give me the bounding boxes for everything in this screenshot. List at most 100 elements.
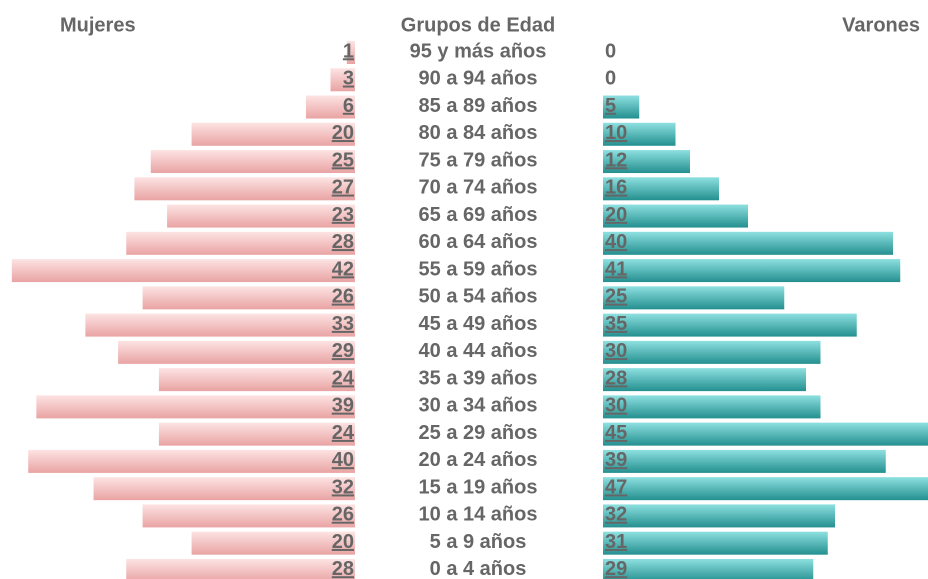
left-value: 39 — [332, 395, 354, 417]
bar-left — [330, 68, 355, 92]
left-value: 23 — [332, 204, 354, 226]
bar-left — [305, 95, 355, 119]
bar-right — [603, 477, 928, 501]
category-label: 65 a 69 años — [419, 204, 538, 226]
left-value: 20 — [332, 531, 354, 553]
bar-right — [603, 422, 928, 446]
bar-right — [603, 313, 857, 337]
category-label: 60 a 64 años — [419, 231, 538, 253]
category-label: 45 a 49 años — [419, 313, 538, 335]
center-header: Grupos de Edad — [401, 14, 555, 36]
bar-right — [603, 259, 901, 283]
bar-right — [603, 95, 640, 119]
right-value: 5 — [605, 95, 616, 117]
left-value: 32 — [332, 476, 354, 498]
bar-left — [191, 122, 355, 146]
bar-left — [134, 177, 355, 201]
left-value: 20 — [332, 122, 354, 144]
right-header: Varones — [842, 14, 920, 36]
left-value: 29 — [332, 340, 354, 362]
left-value: 3 — [343, 68, 354, 90]
bar-left — [150, 150, 355, 174]
category-label: 20 a 24 años — [419, 449, 538, 471]
left-value: 24 — [332, 422, 355, 444]
category-label: 55 a 59 años — [419, 258, 538, 280]
bar-left — [167, 204, 355, 228]
right-value: 25 — [605, 286, 627, 308]
bar-right — [603, 122, 676, 146]
right-value: 0 — [605, 40, 616, 62]
right-value: 12 — [605, 149, 627, 171]
right-value: 30 — [605, 395, 627, 417]
category-label: 0 a 4 años — [430, 558, 527, 579]
left-value: 33 — [332, 313, 354, 335]
bar-left — [158, 368, 355, 392]
right-value: 0 — [605, 68, 616, 90]
bar-right — [603, 558, 814, 579]
category-label: 50 a 54 años — [419, 286, 538, 308]
right-value: 10 — [605, 122, 627, 144]
category-label: 85 a 89 años — [419, 95, 538, 117]
bar-right — [603, 204, 748, 228]
category-label: 95 y más años — [410, 40, 547, 62]
category-label: 35 a 39 años — [419, 367, 538, 389]
bar-left — [142, 286, 355, 310]
bar-left — [346, 41, 355, 64]
left-value: 6 — [343, 95, 354, 117]
right-value: 29 — [605, 558, 627, 579]
category-label: 80 a 84 años — [419, 122, 538, 144]
bar-left — [85, 313, 355, 337]
bar-left — [126, 231, 356, 255]
left-value: 40 — [332, 449, 354, 471]
right-value: 45 — [605, 422, 627, 444]
left-value: 26 — [332, 286, 354, 308]
bar-right — [603, 368, 806, 392]
bar-right — [603, 504, 835, 528]
category-label: 30 a 34 años — [419, 395, 538, 417]
bar-right — [603, 449, 886, 473]
bar-right — [603, 286, 785, 310]
right-value: 32 — [605, 504, 627, 526]
right-value: 28 — [605, 367, 627, 389]
bar-left — [142, 504, 355, 528]
bar-left — [11, 259, 356, 283]
right-value: 20 — [605, 204, 627, 226]
right-value: 40 — [605, 231, 627, 253]
left-value: 28 — [332, 558, 354, 579]
right-value: 31 — [605, 531, 627, 553]
bar-right — [603, 531, 828, 555]
bar-left — [28, 449, 355, 473]
right-value: 41 — [605, 258, 627, 280]
category-label: 5 a 9 años — [430, 531, 527, 553]
right-value: 30 — [605, 340, 627, 362]
category-label: 10 a 14 años — [419, 504, 538, 526]
right-value: 39 — [605, 449, 627, 471]
bar-right — [603, 231, 893, 255]
bar-right — [603, 340, 821, 364]
bar-right — [603, 150, 690, 174]
bar-right — [603, 395, 821, 419]
category-label: 70 a 74 años — [419, 177, 538, 199]
bar-left — [158, 422, 355, 446]
category-label: 15 a 19 años — [419, 476, 538, 498]
category-label: 75 a 79 años — [419, 149, 538, 171]
bar-right — [603, 177, 719, 201]
bar-left — [118, 340, 355, 364]
bar-left — [126, 558, 356, 579]
right-value: 47 — [605, 476, 627, 498]
category-label: 40 a 44 años — [419, 340, 538, 362]
left-header: Mujeres — [60, 14, 136, 36]
left-value: 27 — [332, 177, 354, 199]
left-value: 1 — [343, 40, 354, 62]
right-value: 35 — [605, 313, 627, 335]
bar-left — [36, 395, 356, 419]
category-label: 90 a 94 años — [419, 68, 538, 90]
category-label: 25 a 29 años — [419, 422, 538, 444]
left-value: 26 — [332, 504, 354, 526]
left-value: 24 — [332, 367, 355, 389]
left-value: 25 — [332, 149, 354, 171]
bar-left — [191, 531, 355, 555]
left-value: 42 — [332, 258, 354, 280]
bar-left — [93, 477, 355, 501]
